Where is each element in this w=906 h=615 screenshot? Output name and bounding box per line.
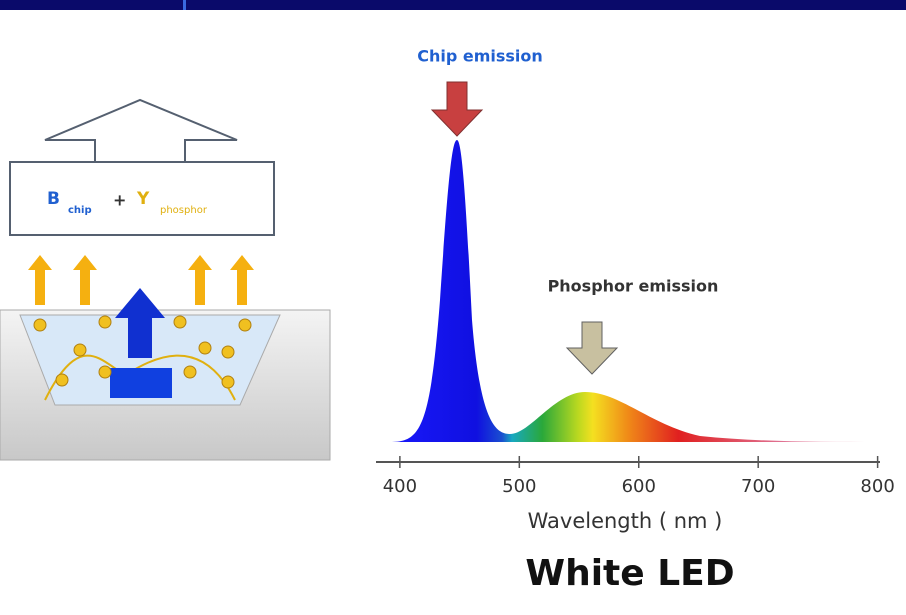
- label-b: B: [47, 189, 60, 209]
- slide: B chip + Y phosphor Chip emission Phosph…: [0, 0, 906, 615]
- x-tick-label: 800: [860, 476, 894, 497]
- chip-arrow: [432, 82, 482, 136]
- x-tick-label: 500: [502, 476, 536, 497]
- label-plus: +: [113, 191, 126, 210]
- x-tick-label: 700: [741, 476, 775, 497]
- chip-emission-label: Chip emission: [417, 47, 543, 66]
- x-tick-label: 400: [383, 476, 417, 497]
- led-chip: [110, 368, 172, 398]
- label-chip: chip: [68, 205, 92, 216]
- top-bar-accent: [183, 0, 186, 10]
- phosphor-arrow: [567, 322, 617, 374]
- x-tick-label: 600: [622, 476, 656, 497]
- label-y: Y: [136, 189, 150, 209]
- phosphor-emission-label: Phosphor emission: [548, 277, 719, 296]
- output-arrow: [45, 100, 237, 162]
- top-bar: [0, 0, 906, 10]
- title: White LED: [525, 553, 734, 594]
- label-phosphor: phosphor: [160, 205, 208, 216]
- x-axis-label: Wavelength ( nm ): [528, 509, 723, 533]
